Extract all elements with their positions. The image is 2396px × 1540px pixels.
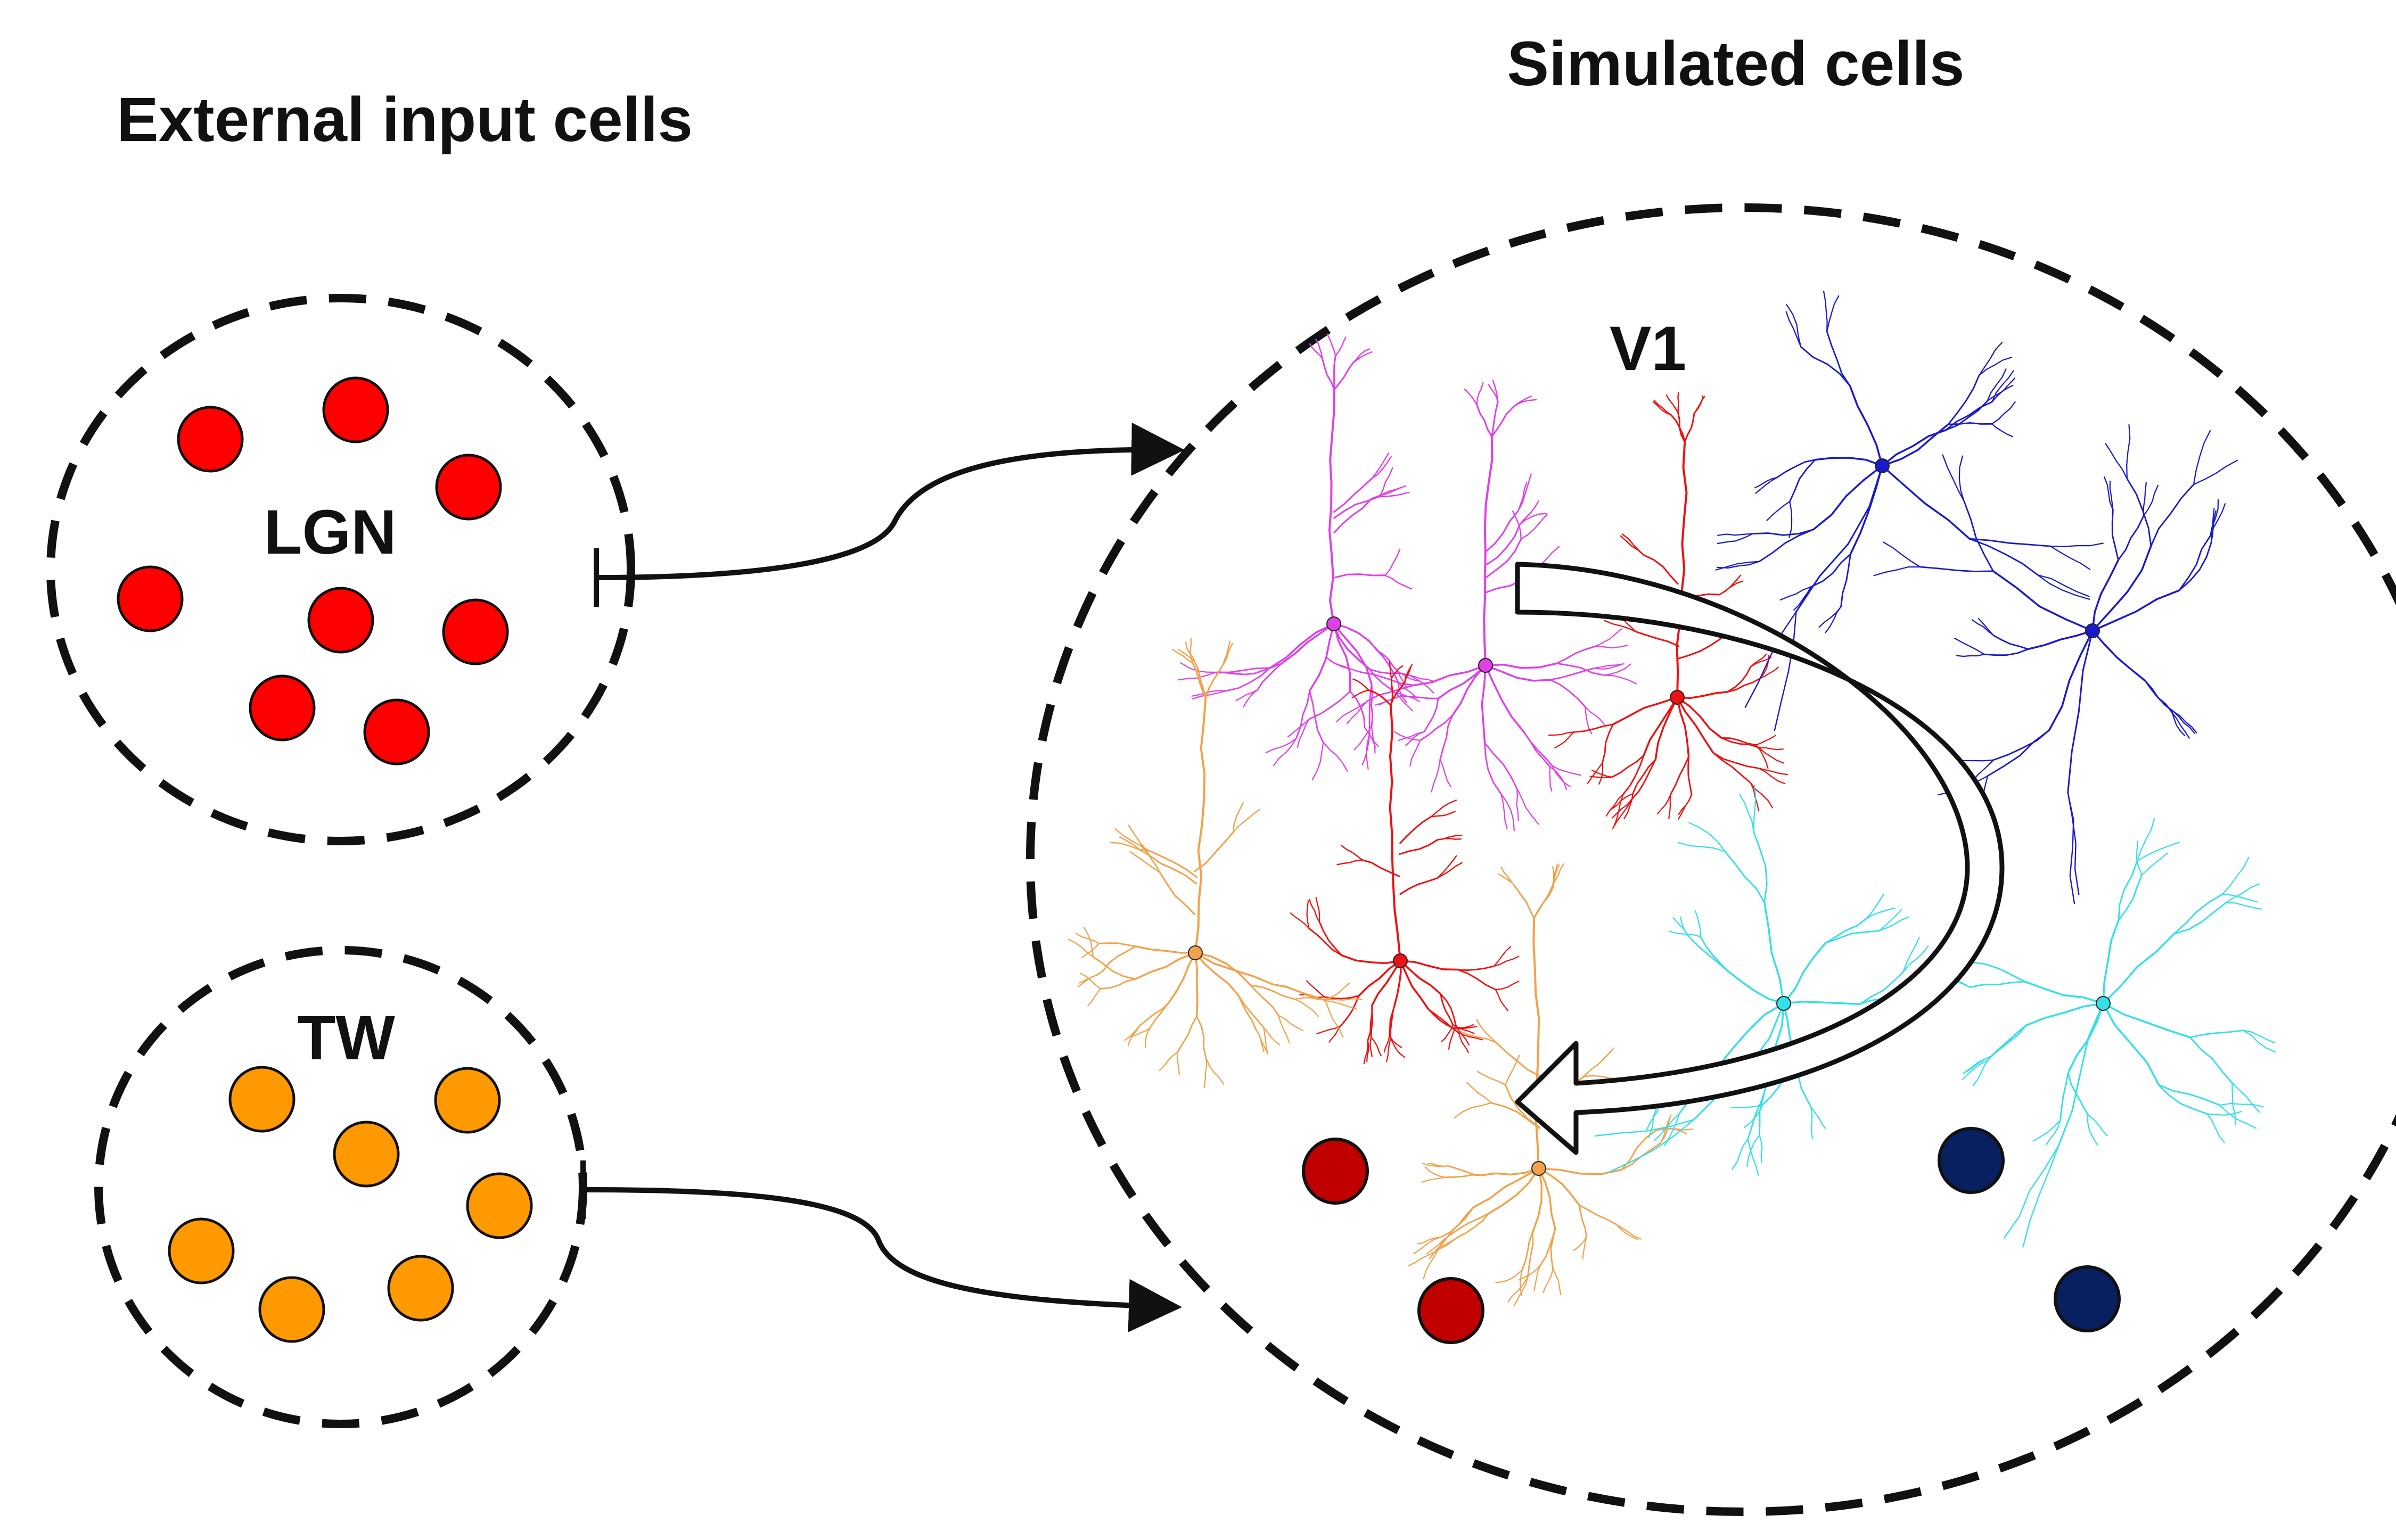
lgn-cell: [363, 698, 430, 765]
lgn-cells: [117, 376, 509, 765]
point-neuron: [1302, 1138, 1369, 1205]
lgn-cell: [177, 406, 244, 473]
soma: [1478, 658, 1493, 673]
tw-to-v1-connector: [580, 1160, 1182, 1332]
soma: [1326, 616, 1341, 631]
tw-cells: [168, 1066, 533, 1343]
blue-neuron: [1873, 424, 2238, 904]
point-neuron: [1938, 1127, 2005, 1194]
soma: [1875, 458, 1890, 473]
soma: [1188, 945, 1203, 960]
lgn-boundary: [46, 294, 635, 845]
lgn-population: LGN: [46, 294, 635, 845]
v1-boundary: [1026, 203, 2396, 1516]
lgn-cell: [117, 565, 184, 632]
tw-cell: [258, 1276, 325, 1343]
cyan-neuron: [1932, 818, 2276, 1248]
lgn-label: LGN: [264, 497, 396, 567]
soma: [1670, 690, 1685, 705]
lgn-connector-arrow-icon: [596, 422, 1185, 580]
v1-point-neurons: [1302, 1127, 2121, 1344]
tw-connector-arrow-icon: [582, 1187, 1182, 1332]
tw-population: TW: [94, 946, 587, 1428]
simulated-cells-heading: Simulated cells: [1507, 29, 1964, 99]
lgn-cell: [322, 376, 389, 443]
blue-neuron: [1715, 291, 2104, 731]
tw-cell: [434, 1067, 501, 1134]
orange-neuron: [1068, 638, 1363, 1089]
tw-cell: [466, 1172, 533, 1239]
soma: [1393, 953, 1408, 968]
soma: [2085, 623, 2100, 638]
lgn-cell: [435, 454, 502, 521]
lgn-cell: [307, 587, 374, 654]
v1-neurons: [1068, 291, 2276, 1306]
lgn-cell: [249, 674, 316, 742]
tw-cell: [228, 1066, 296, 1133]
tw-label: TW: [297, 1003, 395, 1073]
v1-population: V1: [1026, 203, 2396, 1516]
soma: [2096, 996, 2111, 1011]
tw-cell: [168, 1217, 235, 1284]
orange-neuron: [1407, 863, 1694, 1306]
lgn-to-v1-connector: [594, 422, 1185, 607]
point-neuron: [2054, 1265, 2121, 1332]
recurrent-arrow-icon: [1515, 562, 2005, 1155]
tw-cell: [333, 1121, 400, 1188]
magenta-neuron: [1177, 333, 1434, 780]
lgn-cell: [442, 598, 509, 665]
tw-cell: [387, 1255, 454, 1322]
point-neuron: [1417, 1277, 1484, 1344]
red-neuron: [1290, 661, 1520, 1065]
cyan-neuron: [1594, 785, 1936, 1176]
soma: [1531, 1161, 1546, 1176]
red-neuron: [1548, 392, 1788, 829]
magenta-neuron: [1326, 380, 1637, 831]
v1-label: V1: [1610, 314, 1686, 384]
external-input-heading: External input cells: [117, 85, 693, 155]
soma: [1776, 996, 1791, 1011]
